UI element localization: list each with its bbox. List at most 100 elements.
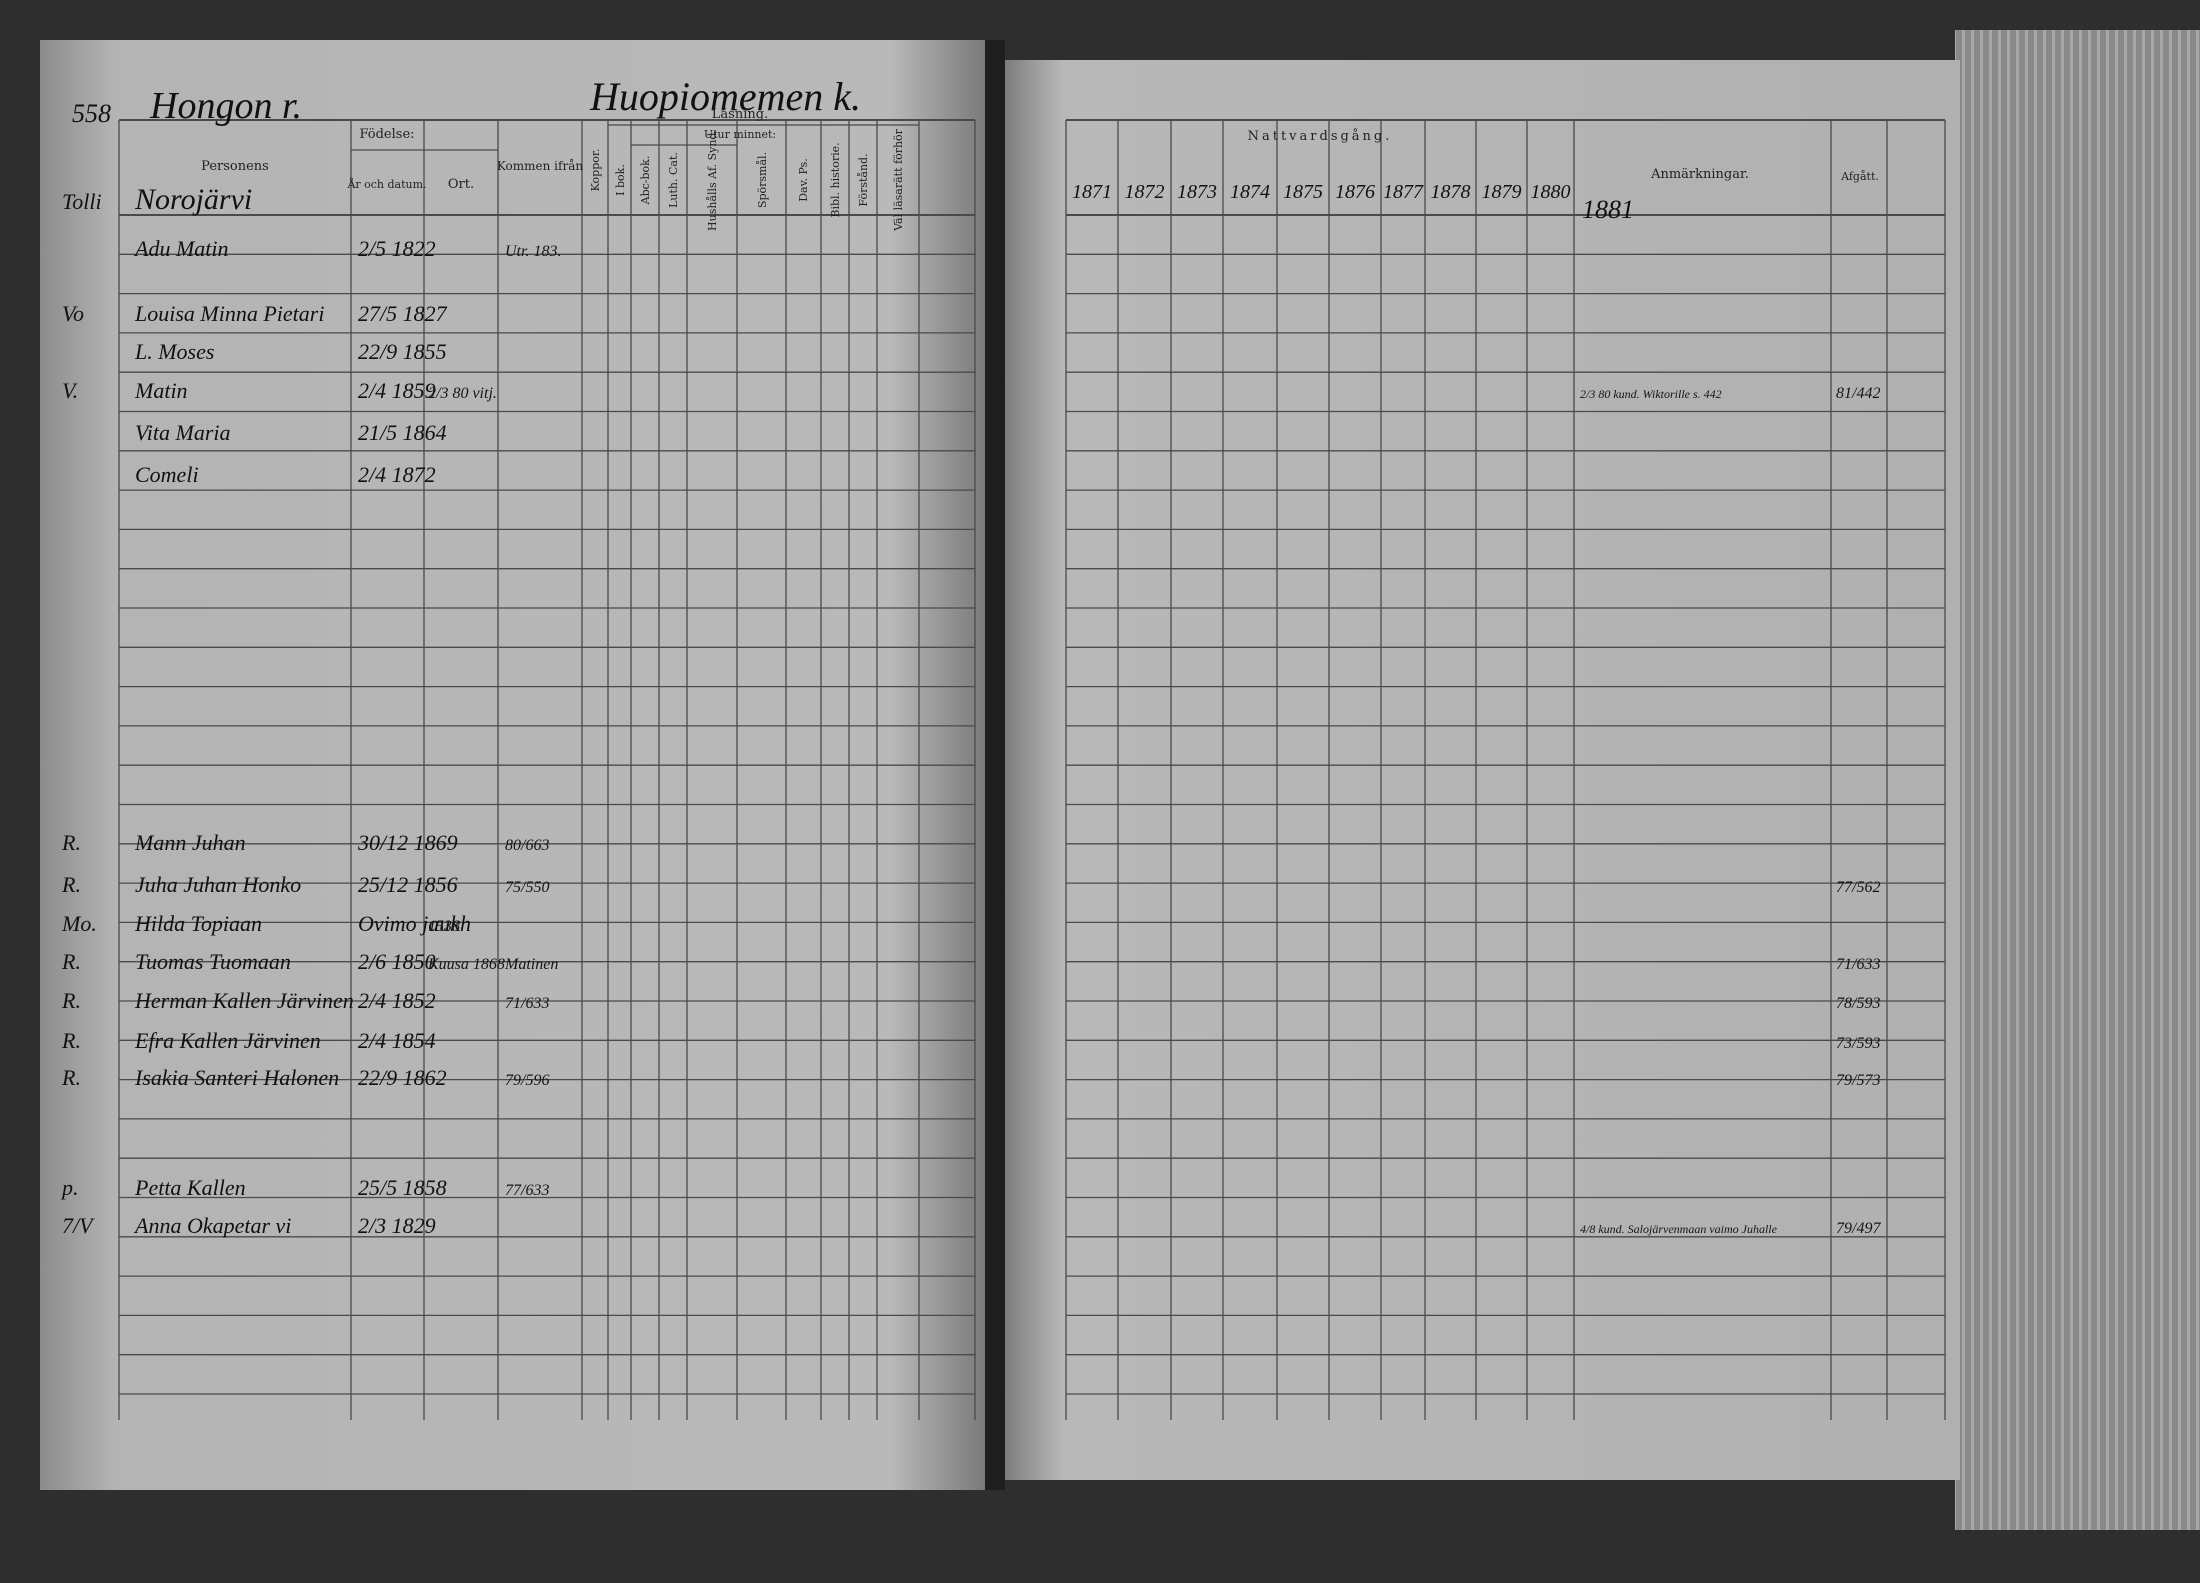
entry-from: 79/596 [505,1072,549,1089]
entry-born: 2/4 1872 [358,462,436,487]
entry-from: 71/633 [505,995,549,1012]
entry-name: Tuomas Tuomaan [135,949,291,974]
entry-name: Hilda Topiaan [134,911,262,936]
header-understanding: Förstånd. [857,153,870,206]
entry-from: 80/663 [505,837,549,854]
header-birth: Födelse: [359,127,414,142]
entry-departed: 79/497 [1836,1220,1881,1237]
header-birth-date: År och datum. [346,177,426,191]
entry-from: 75/550 [505,879,549,896]
entry-born: 2/6 1850 [358,949,436,974]
entry-mark: R. [61,949,81,974]
entry-mark: R. [61,872,81,897]
entry-born: Ovimo jaukh [358,911,471,936]
entry-mark: R. [61,830,81,855]
entry-mark: p. [60,1175,79,1200]
entry-remark: 2/3 80 kund. Wiktorille s. 442 [1580,387,1722,401]
header-departed: Afgått. [1840,170,1879,183]
entry-mark: R. [61,988,81,1013]
header-reading: Läsning. [712,107,768,122]
header-came-from: Kommen ifrån [497,158,583,173]
entry-name: Louisa Minna Pietari [134,301,324,326]
entry-born: 30/12 1869 [357,830,458,855]
right-page [1005,60,1960,1480]
header-name: Personens [201,159,269,174]
entry-name: Matin [134,378,188,403]
entry-mark: Mo. [61,911,97,936]
header-household: Hushålls Af. Synd. [706,129,719,231]
year-header: 1875 [1283,181,1323,203]
entry-place: 2/3 80 vitj. [428,385,497,402]
header-qualified: Väl läsarätt förhör [892,128,905,232]
entry-mark: Vo [62,301,84,326]
year-header: 1873 [1177,181,1217,203]
entry-name: Adu Matin [133,236,229,261]
entry-mark: V. [62,378,78,403]
entry-name: L. Moses [134,339,214,364]
entry-name: Norojärvi [134,183,252,216]
entry-place: 1538 [428,918,460,935]
year-header: 1874 [1230,181,1270,203]
header-communion: Nattvardsgång. [1248,128,1393,144]
book-edge [1955,30,2200,1530]
header-smallpox: Koppor. [589,149,602,192]
entry-born: 2/4 1854 [358,1028,436,1053]
entry-name: Vita Maria [135,420,231,445]
entry-born: 25/5 1858 [358,1175,447,1200]
entry-born: 2/5 1822 [358,236,436,261]
entry-born: 22/9 1862 [358,1065,447,1090]
header-birth-place: Ort. [448,177,474,192]
year-header: 1872 [1125,181,1165,203]
header-psalms: Dav. Ps. [797,158,810,202]
year-header: 1878 [1431,181,1471,203]
year-header: 1880 [1531,181,1571,203]
entry-born: 22/9 1855 [358,339,447,364]
entry-from: Utr. 183. [505,243,561,260]
entry-departed: 73/593 [1836,1035,1880,1052]
entry-born: 2/4 1852 [358,988,436,1013]
entry-from: 77/633 [505,1182,549,1199]
entry-departed: 79/573 [1836,1072,1880,1089]
farm: Huopiomemen k. [589,74,861,119]
entry-name: Herman Kallen Järvinen [134,988,354,1013]
year-header: 1879 [1482,181,1522,203]
entry-mark: R. [61,1065,81,1090]
year-header: 1876 [1335,181,1375,203]
entry-born: 27/5 1827 [358,301,448,326]
header-by-heart: Utur minnet: [704,128,776,141]
entry-place: Kuusa 1868 [427,956,505,973]
header-in-book: I bok. [614,164,627,196]
entry-born: 2/4 1859 [358,378,436,403]
entry-mark: 7/V [62,1213,95,1238]
entry-remark: 4/8 kund. Salojärvenmaan vaimo Juhalle [1580,1222,1778,1236]
header-abc-book: Abc-bok. [639,156,652,206]
entry-departed: 81/442 [1836,385,1880,402]
year-header: 1871 [1072,181,1112,203]
header-questions: Spörsmål. [756,152,769,208]
entry-name: Isakia Santeri Halonen [134,1065,339,1090]
header-remarks: Anmärkningar. [1650,167,1749,182]
gutter [985,40,1005,1490]
page-number: 558 [72,99,111,128]
entry-mark: R. [61,1028,81,1053]
entry-name: Comeli [135,462,199,487]
header-catechism: Luth. Cat. [667,152,680,208]
entry-name: Anna Okapetar vi [133,1213,291,1238]
entry-born: 25/12 1856 [358,872,458,897]
village: Hongon r. [149,85,302,127]
entry-departed: 77/562 [1836,879,1880,896]
ruling [118,119,1946,1420]
entry-mark: Tolli [62,189,102,214]
entry-from: Matinen [504,956,558,973]
extra-year: 1881 [1582,195,1634,224]
entry-born: 2/3 1829 [358,1213,436,1238]
entry-born: 21/5 1864 [358,420,447,445]
entry-departed: 78/593 [1836,995,1880,1012]
entry-departed: 71/633 [1836,956,1880,973]
year-header: 1877 [1383,181,1424,203]
entry-name: Petta Kallen [134,1175,246,1200]
entry-name: Juha Juhan Honko [135,872,301,897]
entry-name: Efra Kallen Järvinen [134,1028,321,1053]
header-bible-history: Bibl. historie. [829,142,842,217]
